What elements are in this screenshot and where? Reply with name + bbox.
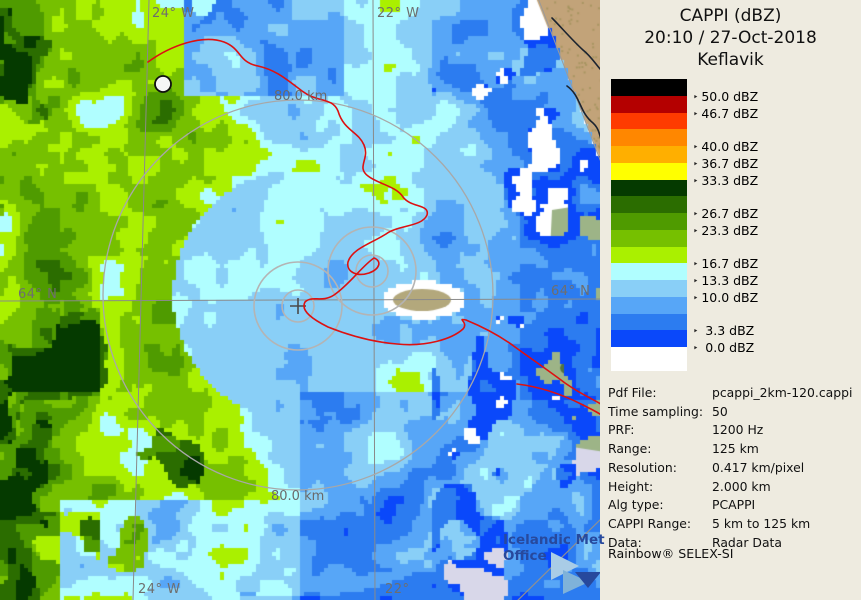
metadata-value: 2.000 km [712,478,858,497]
tick-text: 16.7 dBZ [701,256,758,271]
metadata-value: PCAPPI [712,496,858,515]
metadata-label: Range: [608,440,712,459]
metadata-value: Radar Data [712,534,858,553]
metadata-row: CAPPI Range: 5 km to 125 km [608,515,858,534]
metadata-label: Resolution: [608,459,712,478]
metadata-block: Pdf File: pcappi_2km-120.cappi Time sampli… [608,384,858,552]
lake-outline [155,76,171,92]
label-range-ring-top: 80.0 km [274,90,327,103]
legend-tick-label: ‣ 26.7 dBZ [693,206,758,221]
metadata-label: PRF: [608,421,712,440]
legend-tick-label: ‣ 50.0 dBZ [693,89,758,104]
label-meridian-bottom-left: 24° W [138,583,181,596]
product-datetime: 20:10 / 27-Oct-2018 [600,27,861,49]
tick-text: 23.3 dBZ [701,223,758,238]
tick-text: 3.3 dBZ [701,323,754,338]
legend-tick-label: ‣ 23.3 dBZ [693,223,758,238]
info-panel: CAPPI (dBZ) 20:10 / 27-Oct-2018 Keflavik… [600,0,861,600]
tick-text: 40.0 dBZ [701,139,758,154]
range-ring-80km [103,100,493,490]
label-meridian-top-left: 24° W [152,7,195,20]
label-meridian-top-right: 22° W [377,7,420,20]
label-parallel-right: 64° N [551,285,590,298]
metadata-row: Time sampling: 50 [608,403,858,422]
coverage-edge-ne [538,0,600,170]
metadata-label: Time sampling: [608,403,712,422]
met-office-name-line2: Office [503,548,613,564]
legend-tick-label: ‣ 33.3 dBZ [693,173,758,188]
legend-tick-label: ‣ 40.0 dBZ [693,139,758,154]
met-office-name-line1: Icelandic Met [503,532,613,548]
parallel-64n-line [0,299,600,301]
label-meridian-bottom-right: 22° [385,583,410,596]
metadata-value: pcappi_2km-120.cappi [712,384,858,403]
metadata-row: PRF: 1200 Hz [608,421,858,440]
software-brand: Rainbow® SELEX-SI [608,546,733,561]
legend-tick-label: ‣ 36.7 dBZ [693,156,758,171]
legend-tick-label: ‣ 3.3 dBZ [693,323,754,338]
label-parallel-left: 64° N [18,288,57,301]
coastline-northeast [552,18,600,149]
metadata-row: Height: 2.000 km [608,478,858,497]
metadata-value: 50 [712,403,858,422]
tick-text: 0.0 dBZ [701,340,754,355]
tick-text: 50.0 dBZ [701,89,758,104]
metadata-row: Pdf File: pcappi_2km-120.cappi [608,384,858,403]
tick-text: 26.7 dBZ [701,206,758,221]
legend-tick-label: ‣ 16.7 dBZ [693,256,758,271]
metadata-row: Range: 125 km [608,440,858,459]
legend-tick-label: ‣ 46.7 dBZ [693,106,758,121]
met-office-watermark: Icelandic Met Office [503,532,613,564]
tick-text: 36.7 dBZ [701,156,758,171]
legend-tick-label: ‣ 13.3 dBZ [693,273,758,288]
metadata-value: 0.417 km/pixel [712,459,858,478]
label-range-ring-bottom: 80.0 km [271,490,324,503]
metadata-label: Alg type: [608,496,712,515]
tick-text: 46.7 dBZ [701,106,758,121]
metadata-row: Resolution: 0.417 km/pixel [608,459,858,478]
metadata-value: 5 km to 125 km [712,515,858,534]
metadata-row: Alg type: PCAPPI [608,496,858,515]
legend-tick-label: ‣ 0.0 dBZ [693,340,754,355]
metadata-value: 1200 Hz [712,421,858,440]
radar-map: 24° W 22° W 24° W 22° 64° N 64° N 80.0 k… [0,0,600,600]
tick-text: 33.3 dBZ [701,173,758,188]
metadata-label: Height: [608,478,712,497]
meridian-24w-line [133,0,149,600]
tick-text: 13.3 dBZ [701,273,758,288]
title-block: CAPPI (dBZ) 20:10 / 27-Oct-2018 Keflavik [600,5,861,71]
coastline-south [517,384,600,419]
legend-tick-labels: ‣ 50.0 dBZ ‣ 46.7 dBZ ‣ 40.0 dBZ ‣ 36.7 dBZ ‣ 33.… [600,79,861,379]
legend-tick-label: ‣ 10.0 dBZ [693,290,758,305]
dbz-legend: ‣ 50.0 dBZ ‣ 46.7 dBZ ‣ 40.0 dBZ ‣ 36.7 dBZ ‣ 33.… [600,79,861,379]
metadata-value: 125 km [712,440,858,459]
radar-viewer-window: 24° W 22° W 24° W 22° 64° N 64° N 80.0 k… [0,0,861,600]
tick-text: 10.0 dBZ [701,290,758,305]
product-title: CAPPI (dBZ) [600,5,861,27]
metadata-label: CAPPI Range: [608,515,712,534]
metadata-label: Pdf File: [608,384,712,403]
station-name: Keflavik [600,49,861,71]
